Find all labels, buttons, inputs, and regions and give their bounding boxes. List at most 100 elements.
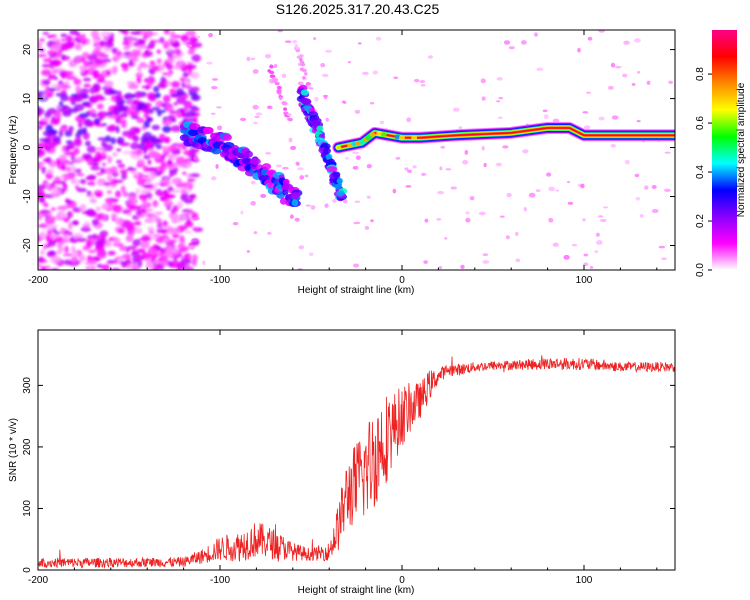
noise-blob (107, 174, 112, 183)
spectrogram-ytick-label-2: 0 (22, 144, 33, 150)
sparse-noise-blob (499, 215, 505, 218)
ridge-blip (411, 135, 418, 141)
noise-blob (156, 49, 162, 54)
faint-streak-blob (277, 85, 282, 90)
noise-blob (130, 30, 142, 35)
sparse-noise-blob (598, 116, 605, 121)
noise-blob (172, 34, 181, 39)
noise-blob (150, 151, 162, 159)
noise-blob (133, 220, 142, 226)
noise-blob (69, 161, 74, 165)
noise-blob (128, 84, 139, 90)
noise-blob (84, 221, 90, 227)
sparse-noise-blob (250, 180, 256, 185)
noise-blob (78, 113, 89, 119)
noise-blob (48, 88, 57, 92)
sparse-noise-blob (595, 232, 600, 237)
noise-blob (151, 124, 161, 131)
noise-blob (47, 92, 54, 96)
snr-xtick-label-2: 0 (399, 575, 405, 586)
spectrogram-ytick-label-3: 10 (22, 93, 33, 105)
noise-blob (96, 103, 104, 110)
noise-blob (86, 181, 96, 186)
sparse-noise-blob (297, 167, 304, 171)
noise-blob (149, 70, 156, 75)
sparse-noise-blob (444, 237, 448, 240)
noise-blob (85, 266, 90, 270)
sparse-noise-blob (253, 121, 258, 125)
noise-blob (121, 253, 131, 260)
noise-blob (137, 177, 146, 186)
noise-blob (87, 64, 98, 70)
spectrogram-ytick-label-4: 20 (22, 44, 33, 56)
noise-blob (115, 125, 120, 134)
sparse-noise-blob (325, 49, 333, 53)
noise-blob (136, 159, 146, 167)
snr-ytick-label-0: 0 (22, 567, 33, 573)
noise-blob (179, 214, 188, 221)
noise-blob (60, 42, 67, 51)
noise-blob (162, 94, 171, 103)
noise-blob (88, 249, 97, 254)
sparse-noise-blob (458, 126, 463, 130)
sparse-noise-blob (299, 175, 305, 180)
noise-blob (189, 173, 201, 178)
noise-blob (90, 166, 101, 171)
sparse-noise-blob (607, 85, 614, 90)
spectrogram-frame (37, 29, 676, 271)
noise-blob (64, 245, 69, 254)
sparse-noise-blob (548, 186, 556, 192)
sparse-noise-blob (661, 257, 667, 260)
noise-blob (191, 227, 198, 231)
sparse-noise-blob (211, 78, 219, 81)
noise-blob (172, 205, 179, 212)
noise-blob (54, 118, 60, 124)
spectrogram-x-label: Height of straight line (km) (298, 285, 415, 296)
sparse-noise-blob (438, 265, 443, 270)
noise-blob (126, 35, 134, 43)
band-1-blob (282, 182, 290, 190)
noise-blob (107, 155, 112, 164)
noise-blob (150, 135, 157, 143)
noise-blob (85, 176, 93, 180)
noise-blob (77, 249, 83, 256)
noise-blob (42, 79, 51, 86)
faint-streak-blob (286, 112, 292, 117)
sparse-noise-blob (395, 156, 401, 160)
noise-blob (106, 115, 118, 119)
noise-blob (80, 227, 92, 232)
noise-blob (131, 115, 140, 120)
noise-blob (95, 45, 102, 49)
snr-xtick-label-1: -100 (210, 575, 230, 586)
noise-blob (38, 54, 48, 58)
sparse-noise-blob (217, 125, 222, 131)
sparse-noise-blob (406, 117, 412, 123)
noise-blob (89, 86, 97, 95)
noise-blob (110, 178, 118, 186)
noise-blob (109, 89, 119, 95)
noise-blob (46, 35, 53, 39)
sparse-noise-blob (651, 208, 659, 214)
noise-blob (162, 125, 172, 133)
noise-blob (88, 123, 94, 128)
noise-blob (122, 150, 134, 155)
noise-blob (148, 228, 155, 236)
faint-streak-blob (272, 78, 279, 82)
noise-blob (38, 231, 47, 240)
noise-blob (115, 190, 122, 198)
sparse-noise-blob (552, 242, 559, 247)
noise-blob (162, 120, 173, 126)
snr-x-label: Height of straight line (km) (298, 585, 415, 596)
noise-blob (131, 93, 136, 98)
sparse-noise-blob (298, 245, 305, 250)
noise-blob (185, 30, 196, 37)
noise-blob (49, 234, 60, 239)
noise-blob (143, 120, 151, 129)
noise-blob (60, 54, 66, 61)
noise-blob (100, 31, 111, 38)
band-2-blob (326, 166, 338, 173)
sparse-noise-blob (439, 166, 443, 171)
noise-blob (64, 41, 75, 49)
noise-blob (112, 107, 122, 115)
noise-blob (89, 162, 100, 167)
